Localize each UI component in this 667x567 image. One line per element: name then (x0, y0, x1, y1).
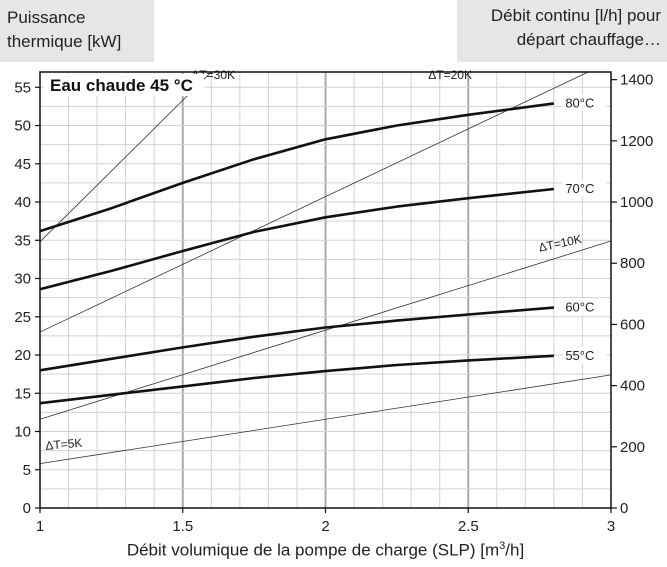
series-label: 70°C (565, 181, 594, 196)
y-tick-label: 0 (23, 500, 31, 517)
y-tick-label: 50 (14, 118, 31, 135)
x-axis-label-prefix: Débit volumique de la pompe de charge (S… (126, 540, 500, 560)
x-tick-label: 2.5 (458, 518, 479, 535)
y-tick-label: 15 (14, 385, 31, 402)
x-tick-label: 1.5 (172, 518, 193, 535)
y2-tick-label: 400 (620, 378, 645, 395)
series-label-bg (562, 94, 607, 112)
delta-t-line (39, 71, 212, 243)
series-line (39, 102, 555, 233)
delta-t-line (39, 71, 589, 333)
y2-tick-label: 200 (620, 439, 645, 456)
series-label-bg (562, 298, 607, 316)
y-tick-label: 35 (14, 232, 31, 249)
y2-tick-label: 0 (620, 500, 628, 517)
x-axis-label: Débit volumique de la pompe de charge (S… (40, 540, 611, 561)
y-axis-label-box: Puissance thermique [kW] (0, 0, 154, 62)
y-axis-label-line-1: Puissance (7, 8, 86, 27)
y-axis-label-line-2: thermique [kW] (7, 32, 122, 51)
delta-t-line (39, 374, 612, 465)
y2-tick-label: 1400 (620, 72, 653, 89)
y2-tick-label: 1200 (620, 133, 653, 150)
delta-t-label: ΔT=20K (428, 68, 472, 82)
series-label-bg (562, 346, 607, 364)
y-tick-label: 40 (14, 194, 31, 211)
series-label: 55°C (565, 348, 594, 363)
x-axis-label-suffix: /h] (505, 540, 525, 560)
series-line (39, 354, 554, 405)
secondary-y-axis-label-line-1: Débit continu [l/h] pour (490, 6, 661, 25)
y-tick-label: 25 (14, 309, 31, 326)
x-tick-label: 2 (321, 518, 329, 535)
y-tick-label: 55 (14, 79, 31, 96)
secondary-y-axis-label-line-2: départ chauffage… (516, 30, 661, 49)
y2-tick-label: 800 (620, 255, 645, 272)
y-tick-label: 10 (14, 424, 31, 441)
y-tick-label: 45 (14, 156, 31, 173)
title-bg (44, 74, 204, 96)
x-tick-label: 1 (36, 518, 44, 535)
delta-t-label: ΔT=5K (45, 436, 83, 453)
series-label-bg (562, 180, 607, 198)
series-label: 60°C (565, 300, 594, 315)
y-tick-label: 20 (14, 347, 31, 364)
series-line (39, 187, 555, 291)
secondary-y-axis-label-box: Débit continu [l/h] pour départ chauffag… (457, 0, 667, 62)
y-tick-label: 30 (14, 271, 31, 288)
x-axis-label-superscript: 3 (499, 540, 506, 552)
y2-tick-label: 600 (620, 316, 645, 333)
y2-tick-label: 1000 (620, 194, 653, 211)
series-label: 80°C (565, 95, 594, 110)
delta-t-line (39, 240, 612, 420)
y-tick-label: 5 (23, 462, 31, 479)
chart-title: Eau chaude 45 °C (50, 76, 193, 95)
series-line (39, 306, 555, 372)
x-tick-label: 3 (607, 518, 615, 535)
